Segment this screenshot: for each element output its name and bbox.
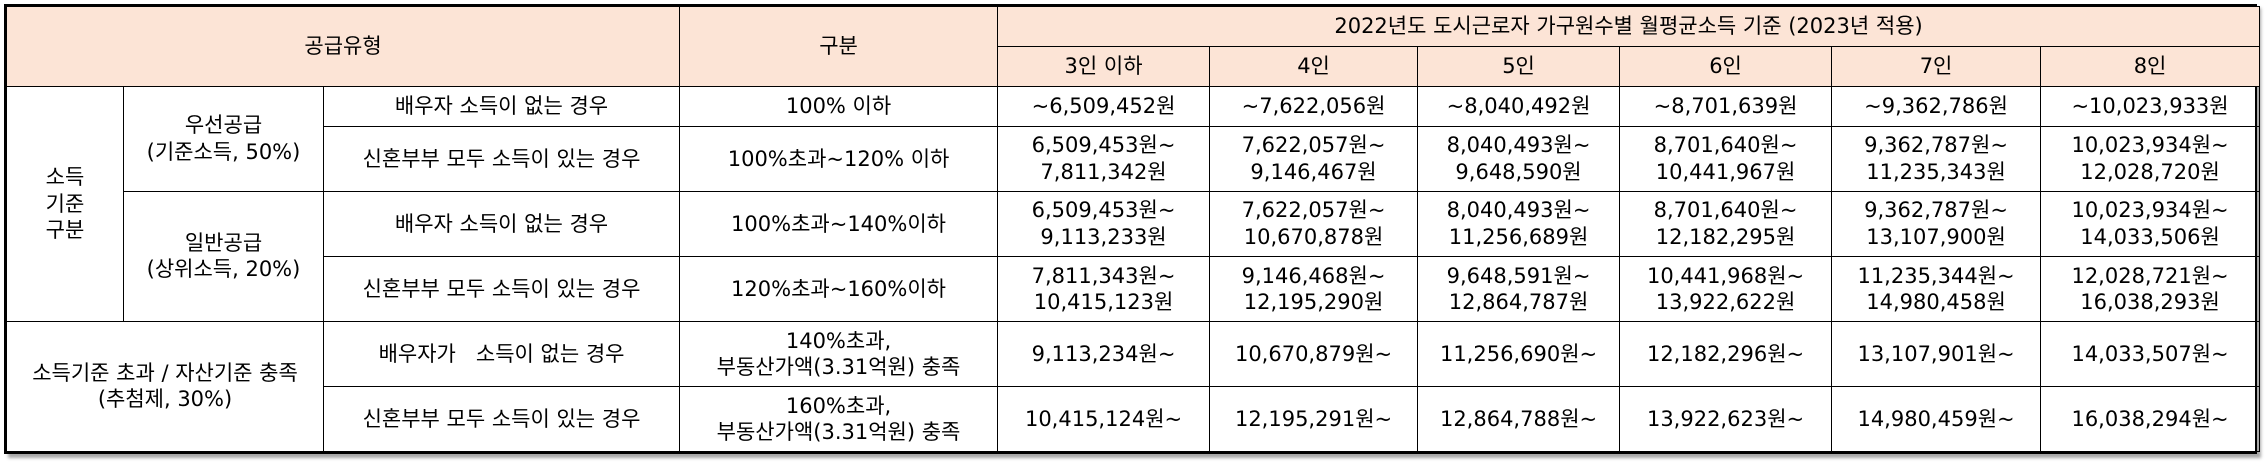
value-cell: 12,182,296원~	[1619, 320, 1833, 387]
value-cell: 10,441,968원~ 13,922,622원	[1619, 255, 1833, 322]
value-cell: 9,362,787원~ 13,107,900원	[1831, 190, 2042, 257]
value-cell: ~6,509,452원	[997, 85, 1211, 127]
value-cell: 10,023,934원~ 12,028,720원	[2040, 125, 2261, 192]
value-cell: 6,509,453원~ 7,811,342원	[997, 125, 1211, 192]
value-cell: 11,235,344원~ 14,980,458원	[1831, 255, 2042, 322]
table-row: 신혼부부 모두 소득이 있는 경우 100%초과~120% 이하 6,509,4…	[7, 125, 2261, 192]
value-cell: 8,040,493원~ 9,648,590원	[1417, 125, 1621, 192]
header-category: 구분	[679, 6, 999, 87]
priority-supply-label: 우선공급 (기준소득, 50%)	[123, 85, 324, 192]
value-cell: 8,040,493원~ 11,256,689원	[1417, 190, 1621, 257]
income-criteria-table-frame: 공급유형 구분 2022년도 도시근로자 가구원수별 월평균소득 기준 (202…	[4, 4, 2261, 454]
table-row: 신혼부부 모두 소득이 있는 경우 160%초과, 부동산가액(3.31억원) …	[7, 385, 2261, 453]
criteria-cell: 120%초과~160%이하	[679, 255, 999, 322]
condition-cell: 배우자가 소득이 없는 경우	[322, 320, 681, 387]
value-cell: 10,023,934원~ 14,033,506원	[2040, 190, 2261, 257]
column-header-5: 5인	[1417, 45, 1621, 87]
value-cell: 14,033,507원~	[2040, 320, 2261, 387]
criteria-cell: 160%초과, 부동산가액(3.31억원) 충족	[679, 385, 999, 453]
value-cell: 7,622,057원~ 9,146,467원	[1209, 125, 1419, 192]
condition-cell: 신혼부부 모두 소득이 있는 경우	[322, 125, 681, 192]
value-cell: 12,864,788원~	[1417, 385, 1621, 453]
value-cell: 12,028,721원~ 16,038,293원	[2040, 255, 2261, 322]
criteria-cell: 100% 이하	[679, 85, 999, 127]
value-cell: 9,113,234원~	[997, 320, 1211, 387]
value-cell: 6,509,453원~ 9,113,233원	[997, 190, 1211, 257]
value-cell: 8,701,640원~ 10,441,967원	[1619, 125, 1833, 192]
value-cell: ~8,701,639원	[1619, 85, 1833, 127]
table-row: 일반공급 (상위소득, 20%) 배우자 소득이 없는 경우 100%초과~14…	[7, 190, 2261, 322]
income-criteria-table: 공급유형 구분 2022년도 도시근로자 가구원수별 월평균소득 기준 (202…	[5, 6, 2261, 453]
criteria-cell: 100%초과~140%이하	[679, 190, 999, 257]
column-header-4: 4인	[1209, 45, 1419, 87]
value-cell: ~9,362,786원	[1831, 85, 2042, 127]
criteria-cell: 140%초과, 부동산가액(3.31억원) 충족	[679, 320, 999, 387]
header-row-1: 공급유형 구분 2022년도 도시근로자 가구원수별 월평균소득 기준 (202…	[5, 6, 2261, 87]
table-row: 소득기준 초과 / 자산기준 충족 (추첨제, 30%) 배우자가 소득이 없는…	[6, 320, 2261, 453]
value-cell: 9,648,591원~ 12,864,787원	[1417, 255, 1621, 322]
value-cell: 14,980,459원~	[1831, 385, 2042, 453]
condition-cell: 신혼부부 모두 소득이 있는 경우	[322, 385, 681, 453]
general-supply-label: 일반공급 (상위소득, 20%)	[123, 190, 324, 322]
value-cell: 10,415,124원~	[997, 385, 1211, 453]
value-cell: 12,195,291원~	[1209, 385, 1419, 453]
value-cell: 16,038,294원~	[2040, 385, 2261, 453]
value-cell: 13,107,901원~	[1831, 320, 2042, 387]
value-cell: 8,701,640원~ 12,182,295원	[1619, 190, 1833, 257]
condition-cell: 배우자 소득이 없는 경우	[322, 85, 681, 127]
lottery-group-label: 소득기준 초과 / 자산기준 충족 (추첨제, 30%)	[6, 320, 324, 453]
column-header-7: 7인	[1831, 45, 2042, 87]
header-row-2: 3인 이하 4인 5인 6인 7인 8인	[7, 45, 2261, 87]
value-cell: ~10,023,933원	[2040, 85, 2261, 127]
value-cell: 9,146,468원~ 12,195,290원	[1209, 255, 1419, 322]
condition-cell: 신혼부부 모두 소득이 있는 경우	[322, 255, 681, 322]
table-row: 신혼부부 모두 소득이 있는 경우 120%초과~160%이하 7,811,34…	[7, 255, 2261, 322]
header-supply-type: 공급유형	[5, 6, 681, 87]
value-cell: 11,256,690원~	[1417, 320, 1621, 387]
column-header-3: 3인 이하	[997, 45, 1211, 87]
value-cell: 13,922,623원~	[1619, 385, 1833, 453]
value-cell: 9,362,787원~ 11,235,343원	[1831, 125, 2042, 192]
column-header-6: 6인	[1619, 45, 1833, 87]
income-criteria-group-label: 소득 기준 구분	[6, 85, 124, 322]
value-cell: 7,811,343원~ 10,415,123원	[997, 255, 1211, 322]
table-row: 소득 기준 구분 우선공급 (기준소득, 50%) 배우자 소득이 없는 경우 …	[6, 85, 2261, 322]
header-title: 2022년도 도시근로자 가구원수별 월평균소득 기준 (2023년 적용)	[997, 6, 2261, 47]
criteria-cell: 100%초과~120% 이하	[679, 125, 999, 192]
value-cell: ~8,040,492원	[1417, 85, 1621, 127]
value-cell: 7,622,057원~ 10,670,878원	[1209, 190, 1419, 257]
condition-cell: 배우자 소득이 없는 경우	[322, 190, 681, 257]
value-cell: ~7,622,056원	[1209, 85, 1419, 127]
value-cell: 10,670,879원~	[1209, 320, 1419, 387]
column-header-8: 8인	[2040, 45, 2261, 87]
